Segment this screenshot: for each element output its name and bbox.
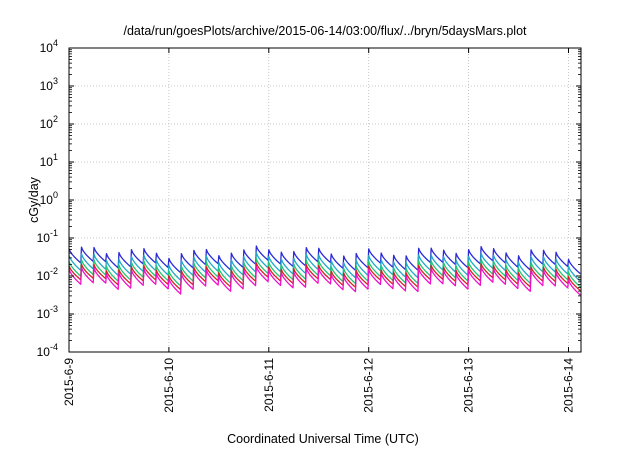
series-line <box>68 265 581 296</box>
series-line <box>68 257 581 288</box>
y-tick-label: 104 <box>40 38 58 55</box>
series-line <box>68 262 581 292</box>
y-tick-label: 100 <box>40 190 58 207</box>
x-tick-label: 2015-6-12 <box>362 358 376 413</box>
y-tick-label: 10-1 <box>37 228 58 245</box>
chart-title: /data/run/goesPlots/archive/2015-06-14/0… <box>123 24 527 38</box>
y-tick-label: 101 <box>40 152 58 169</box>
grid <box>69 48 581 352</box>
x-axis: 2015-6-9 2015-6-10 2015-6-11 2015-6-12 2015-… <box>62 48 576 413</box>
series-line <box>68 252 581 282</box>
x-axis-label: Coordinated Universal Time (UTC) <box>227 432 419 446</box>
y-tick-label: 10-3 <box>37 304 58 321</box>
series-lines <box>68 245 581 296</box>
x-tick-label: 2015-6-14 <box>562 358 576 413</box>
y-axis: 10-4 10-3 10-2 10-1 100 101 102 103 104 <box>37 38 581 359</box>
x-tick-label: 2015-6-9 <box>62 358 76 406</box>
x-tick-label: 2015-6-13 <box>462 358 476 413</box>
x-tick-label: 2015-6-10 <box>162 358 176 413</box>
y-axis-label: cGy/day <box>27 176 41 223</box>
y-tick-label: 102 <box>40 114 58 131</box>
y-tick-label: 10-2 <box>37 266 58 283</box>
series-line <box>68 245 581 275</box>
y-tick-label: 10-4 <box>37 342 58 359</box>
y-tick-label: 103 <box>40 76 58 93</box>
x-tick-label: 2015-6-11 <box>262 358 276 412</box>
